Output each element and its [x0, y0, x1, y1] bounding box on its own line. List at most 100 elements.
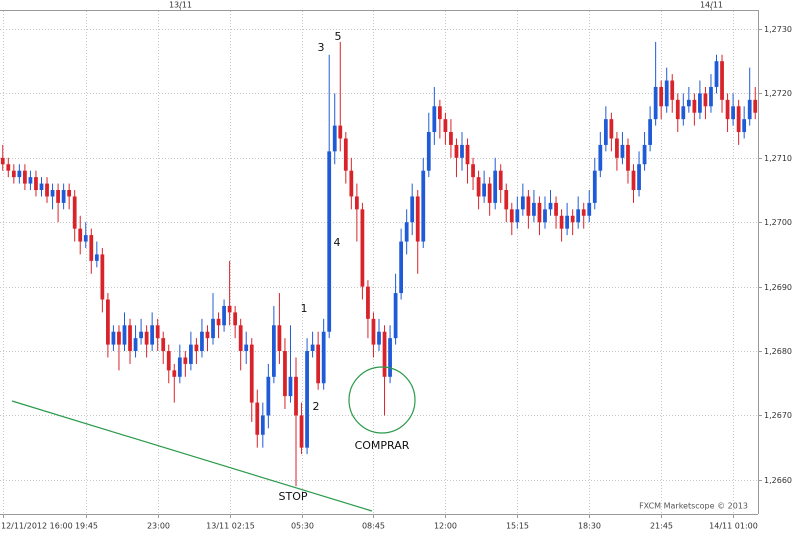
candle-body	[603, 119, 608, 145]
candle-body	[288, 376, 293, 397]
candle-body	[747, 99, 752, 120]
buy-circle	[348, 366, 416, 434]
candle-body	[626, 144, 630, 171]
y-tick-label: 1,2730	[764, 25, 792, 34]
candle-body	[56, 190, 60, 203]
candle-body	[648, 119, 652, 145]
candle-body	[299, 415, 304, 448]
candle-body	[520, 196, 525, 210]
candle-body	[437, 106, 442, 120]
candle-body	[377, 331, 381, 345]
x-tick-label: 05:30	[291, 522, 314, 531]
candle-body	[360, 209, 365, 287]
candle-body	[532, 202, 536, 216]
candle-body	[106, 299, 110, 345]
candle-body	[753, 99, 758, 113]
candle-body	[598, 144, 603, 171]
annotation: 2	[313, 400, 320, 413]
candle-body	[354, 196, 359, 210]
candle-body	[34, 177, 38, 191]
annotation: STOP	[279, 490, 308, 503]
candle-body	[714, 61, 719, 87]
candle-body	[399, 241, 404, 294]
candle-body	[139, 331, 143, 339]
candle-body	[266, 376, 271, 416]
candle-body	[554, 202, 558, 216]
annotation: 1	[301, 302, 308, 315]
annotation: 5	[335, 30, 342, 43]
candle-body	[50, 190, 55, 197]
candle-body	[349, 170, 354, 197]
candle-body	[592, 170, 597, 203]
y-tick-label: 1,2670	[764, 411, 792, 420]
candle-body	[725, 99, 730, 120]
candle-body	[39, 183, 44, 191]
candle-body	[415, 196, 420, 242]
candle-body	[144, 331, 149, 345]
candle-body	[78, 228, 83, 242]
candle-body	[177, 357, 182, 377]
candle-body	[23, 170, 27, 184]
candle-body	[709, 86, 713, 107]
candle-body	[686, 99, 691, 107]
candle-body	[443, 119, 448, 133]
candle-body	[653, 86, 658, 120]
candle-body	[576, 209, 581, 223]
candle-body	[211, 318, 215, 339]
candle-body	[338, 125, 343, 139]
candle-body	[200, 331, 204, 352]
candle-body	[283, 351, 287, 397]
candle-body	[6, 164, 11, 171]
candle-body	[67, 190, 72, 197]
y-tick-label: 1,2680	[764, 347, 792, 356]
candle-body	[61, 190, 66, 203]
candle-body	[94, 254, 99, 261]
candle-body	[637, 164, 641, 191]
candle-body	[28, 177, 33, 184]
candle-body	[404, 222, 409, 242]
candle-body	[515, 209, 520, 223]
candle-body	[0, 157, 5, 165]
candle-body	[465, 144, 470, 165]
candle-body	[476, 177, 481, 197]
candle-body	[426, 132, 431, 171]
candle-body	[332, 125, 337, 152]
candle-body	[703, 93, 708, 107]
candle-body	[150, 325, 155, 345]
candle-body	[72, 196, 77, 229]
candle-body	[382, 331, 387, 377]
candle-body	[183, 357, 188, 364]
candle-body	[664, 80, 669, 107]
candle-body	[321, 331, 326, 384]
candle-body	[537, 202, 542, 223]
top-tick-label: 13/11	[169, 1, 192, 10]
candles	[0, 41, 758, 487]
candle-body	[260, 415, 265, 435]
x-tick-label: 15:15	[506, 522, 529, 531]
x-tick-label: 14/11 01:00	[709, 522, 758, 531]
candle-body	[277, 325, 282, 352]
candle-body	[194, 344, 199, 352]
candle-body	[720, 61, 724, 100]
candle-body	[100, 254, 105, 300]
candle-body	[133, 338, 138, 352]
candle-body	[366, 286, 370, 319]
x-tick-label: 12/11/2012 16:00	[1, 522, 73, 531]
candle-body	[642, 144, 647, 165]
annotation: 4	[334, 236, 341, 249]
candle-body	[83, 235, 88, 242]
candle-body	[675, 99, 680, 120]
candle-body	[482, 183, 487, 197]
candle-body	[410, 196, 415, 223]
candle-body	[659, 86, 664, 107]
x-tick-label: 19:45	[75, 522, 98, 531]
x-tick-label: 18:30	[578, 522, 601, 531]
x-tick-label: 23:00	[147, 522, 170, 531]
y-tick-label: 1,2700	[764, 218, 792, 227]
candle-body	[17, 170, 22, 178]
candle-body	[631, 170, 636, 191]
candle-body	[454, 144, 459, 158]
candle-body	[681, 106, 686, 120]
annotation: 3	[318, 41, 325, 54]
candle-body	[244, 344, 249, 352]
